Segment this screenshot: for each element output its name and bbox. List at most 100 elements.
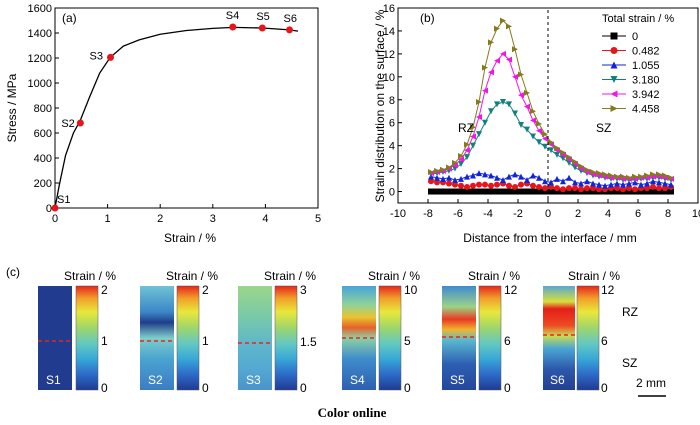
x-tick-label-b: -8 [423, 208, 433, 220]
series-marker [620, 186, 626, 193]
svg-text:6: 6 [504, 334, 511, 348]
series-marker [590, 188, 596, 195]
series-marker [608, 188, 614, 195]
series-marker [482, 119, 488, 126]
series-marker [524, 103, 530, 110]
series-marker [584, 185, 590, 192]
series-marker [464, 154, 470, 161]
series-marker [446, 188, 452, 195]
y-axis-label-a: Stress / MPa [5, 73, 19, 142]
svg-text:S1: S1 [46, 373, 61, 387]
series-marker [518, 92, 524, 99]
y-tick-label-a: 600 [34, 128, 52, 140]
x-axis-label-a: Strain / % [164, 231, 216, 245]
y-tick-label-b: 8 [389, 95, 395, 107]
series-marker [668, 174, 674, 181]
svg-text:0: 0 [101, 381, 108, 395]
stage-point-label: S2 [61, 118, 74, 130]
zone-label-rz: RZ [622, 305, 638, 319]
series-marker [632, 175, 638, 182]
series-marker [470, 182, 476, 189]
series-marker [536, 120, 542, 127]
series-marker [476, 131, 482, 138]
x-tick-label-b: 6 [635, 208, 641, 220]
series-marker [548, 147, 554, 154]
series-marker [614, 185, 620, 192]
x-tick-label-b: 8 [665, 208, 671, 220]
series-marker [440, 166, 446, 173]
legend-label: 4.458 [632, 104, 660, 116]
series-marker [458, 188, 464, 195]
series-marker [662, 185, 668, 192]
series-marker [512, 188, 518, 195]
series-marker [464, 188, 470, 195]
x-tick-label-a: 4 [262, 213, 268, 225]
scale-bar-label: 2 mm [636, 376, 666, 390]
series-marker [542, 131, 548, 138]
series-marker [650, 188, 656, 195]
svg-text:3: 3 [300, 283, 307, 297]
series-marker [488, 172, 494, 179]
series-marker [614, 188, 620, 195]
series-marker [518, 122, 524, 128]
series-marker [452, 162, 458, 169]
svg-text:Strain / %: Strain / % [468, 269, 520, 283]
series-marker [494, 25, 500, 32]
series-marker [644, 172, 650, 179]
specimen-map-s4: S4 Strain / % 10 5 0 [342, 269, 420, 395]
series-marker [524, 188, 530, 195]
series-marker [548, 183, 554, 190]
series-marker [524, 177, 530, 184]
series-marker [596, 186, 602, 193]
series-marker [446, 174, 452, 181]
series-marker [458, 152, 464, 159]
series-0.482 [428, 178, 674, 193]
series-marker [506, 23, 512, 30]
stage-point-label: S4 [226, 10, 239, 22]
stress-strain-curve [54, 26, 299, 209]
series-marker [488, 69, 494, 76]
series-marker [506, 173, 512, 180]
specimen-map-s6: S6 Strain / % 12 6 0 [543, 269, 620, 395]
series-marker [610, 61, 618, 69]
series-marker [584, 188, 590, 195]
x-tick-label-b: -6 [453, 208, 463, 220]
series-marker [548, 179, 554, 186]
stage-point [106, 53, 114, 61]
series-marker [668, 181, 674, 188]
y-tick-label-b: 4 [389, 141, 395, 153]
svg-text:Strain / %: Strain / % [368, 269, 420, 283]
series-marker [452, 159, 458, 166]
y-tick-label-a: 1400 [28, 28, 52, 40]
svg-text:10: 10 [404, 283, 418, 297]
series-marker [566, 188, 572, 195]
legend-item: 1.055 [602, 60, 660, 72]
svg-text:6: 6 [601, 334, 608, 348]
svg-text:0: 0 [504, 381, 511, 395]
y-tick-label-b: 16 [383, 3, 395, 15]
series-marker [578, 186, 584, 193]
series-marker [530, 108, 536, 115]
svg-text:1: 1 [101, 334, 108, 348]
series-marker [518, 181, 524, 188]
series-marker [602, 182, 608, 189]
specimen-map-s5: S5 Strain / % 12 6 0 [442, 269, 520, 395]
x-tick-label-b: 4 [605, 208, 611, 220]
svg-text:S2: S2 [148, 373, 163, 387]
svg-text:1.5: 1.5 [300, 335, 317, 349]
series-marker [440, 175, 446, 182]
svg-text:5: 5 [404, 334, 411, 348]
series-marker [464, 141, 470, 148]
series-marker [610, 32, 618, 40]
series-marker [512, 183, 518, 190]
axes-a: 0 1 2 3 4 5 0 200 400 600 800 1000 1200 1400 1600 [28, 3, 322, 225]
x-tick-label-a: 2 [157, 213, 163, 225]
svg-text:S5: S5 [450, 373, 465, 387]
y-tick-label-b: 10 [383, 72, 395, 84]
series-marker [476, 181, 482, 188]
series-marker [638, 181, 644, 188]
series-marker [476, 188, 482, 195]
stage-point [229, 23, 237, 31]
series-marker [488, 39, 494, 46]
series-marker [494, 174, 500, 181]
